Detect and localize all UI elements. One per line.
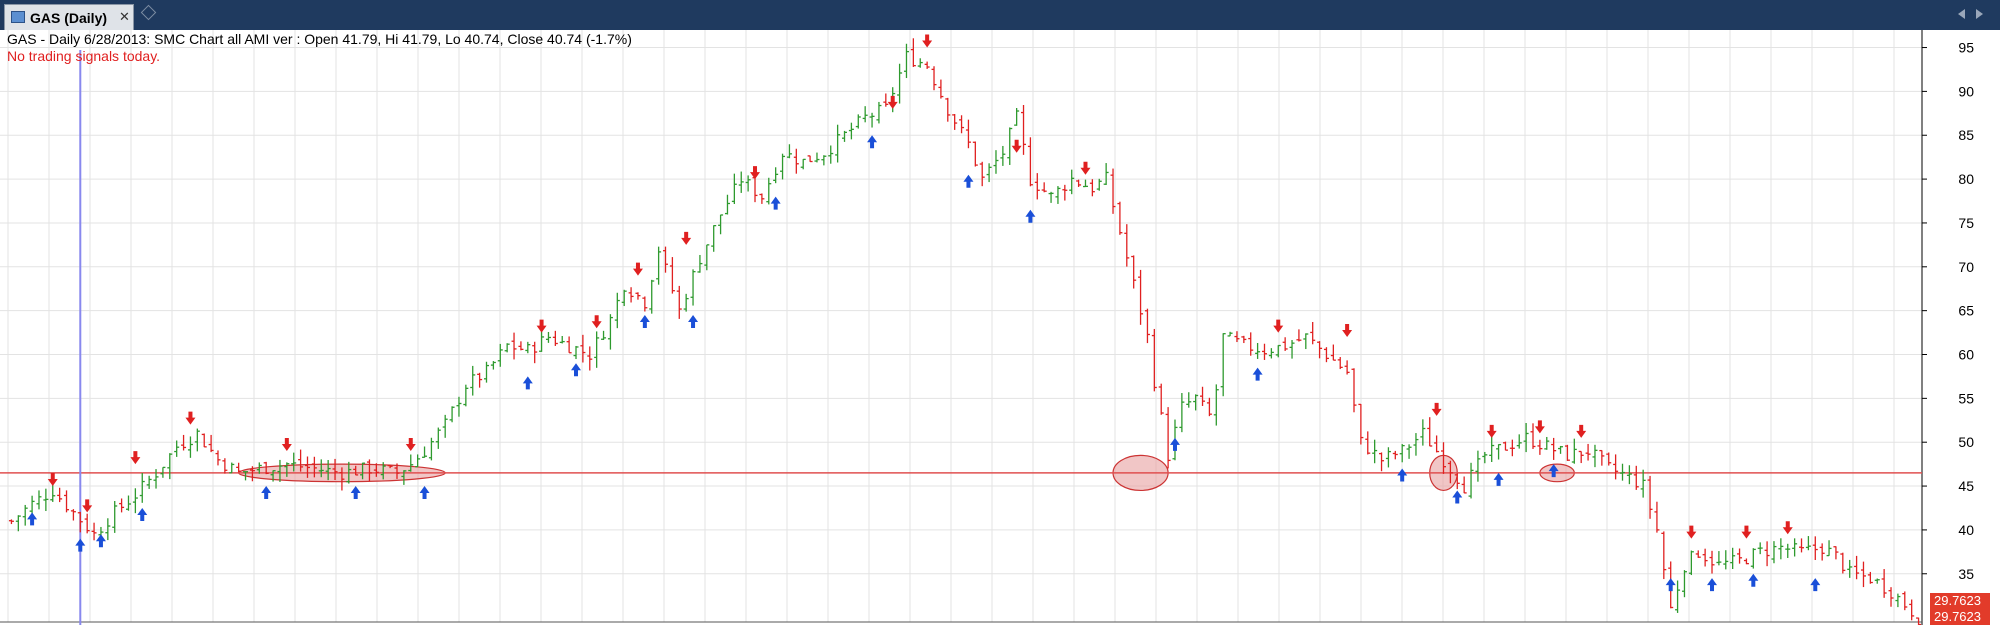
sell-signal-arrow	[1342, 323, 1353, 337]
buy-signal-arrow	[1748, 573, 1759, 587]
trading-signal-status: No trading signals today.	[7, 48, 161, 64]
buy-signal-arrow	[571, 363, 582, 377]
buy-signal-arrow	[1810, 578, 1821, 592]
y-axis-tick-label: 45	[1958, 478, 1974, 494]
buy-signal-arrow	[1548, 464, 1559, 478]
sell-signal-arrow	[1534, 420, 1545, 434]
last-price-tag: 29.7623	[1930, 593, 1990, 609]
sell-signal-arrow	[591, 315, 602, 329]
chart-header-info: GAS - Daily 6/28/2013: SMC Chart all AMI…	[7, 31, 632, 47]
sell-signal-arrow	[405, 437, 416, 451]
sell-signal-arrow	[281, 437, 292, 451]
buy-signal-arrow	[27, 512, 38, 526]
sell-signal-arrow	[750, 166, 761, 180]
buy-signal-arrow	[1169, 437, 1180, 451]
buy-signal-arrow	[350, 486, 361, 500]
y-axis-tick-label: 85	[1958, 127, 1974, 143]
sell-signal-arrow	[1011, 139, 1022, 153]
sell-signal-arrow	[1273, 319, 1284, 333]
price-chart-pane[interactable]: 35 40 45 50 55 60 65 70 75 80 85 90 95 GAS - Daily 6…	[0, 30, 2000, 625]
y-axis-tick-label: 35	[1958, 566, 1974, 582]
tab-bar: GAS (Daily) ✕	[0, 0, 2000, 30]
buy-signal-arrow	[963, 174, 974, 188]
scroll-tabs-left-icon[interactable]	[1958, 9, 1965, 19]
sell-signal-arrow	[47, 473, 58, 487]
y-axis-tick-label: 50	[1958, 434, 1974, 450]
price-chart[interactable]: 35 40 45 50 55 60 65 70 75 80 85 90 95	[0, 30, 2000, 625]
y-axis-tick-label: 75	[1958, 215, 1974, 231]
sell-signal-arrow	[1782, 521, 1793, 535]
buy-signal-arrow	[770, 196, 781, 210]
sell-signal-arrow	[632, 262, 643, 276]
buy-signal-arrow	[867, 135, 878, 149]
buy-signal-arrow	[75, 538, 86, 552]
sell-signal-arrow	[1486, 424, 1497, 438]
sell-signal-arrow	[681, 231, 692, 245]
buy-signal-arrow	[95, 534, 106, 548]
buy-signal-arrow	[1707, 578, 1718, 592]
buy-signal-arrow	[419, 486, 430, 500]
sell-signal-arrow	[130, 451, 141, 465]
sell-signal-arrow	[1741, 525, 1752, 539]
sell-signal-arrow	[1431, 402, 1442, 416]
y-axis-tick-label: 60	[1958, 347, 1974, 363]
last-price-tag-secondary: 29.7623	[1930, 609, 1990, 625]
sell-signal-arrow	[82, 499, 93, 513]
y-axis-tick-label: 40	[1958, 522, 1974, 538]
sell-signal-arrow	[185, 411, 196, 425]
sell-signal-arrow	[922, 34, 933, 48]
sell-signal-arrow	[1080, 161, 1091, 175]
scroll-tabs-right-icon[interactable]	[1976, 9, 1983, 19]
buy-signal-arrow	[1493, 472, 1504, 486]
sell-signal-arrow	[1686, 525, 1697, 539]
y-axis-tick-label: 70	[1958, 259, 1974, 275]
buy-signal-arrow	[688, 315, 699, 329]
y-axis-tick-label: 95	[1958, 40, 1974, 56]
sell-signal-arrow	[887, 95, 898, 109]
close-tab-button[interactable]: ✕	[119, 9, 130, 24]
y-axis-tick-label: 65	[1958, 303, 1974, 319]
buy-signal-arrow	[1025, 209, 1036, 223]
buy-signal-arrow	[639, 315, 650, 329]
buy-signal-arrow	[522, 376, 533, 390]
sell-signal-arrow	[1576, 424, 1587, 438]
tab-label: GAS (Daily)	[30, 10, 108, 26]
buy-signal-arrow	[1252, 367, 1263, 381]
buy-signal-arrow	[1452, 490, 1463, 504]
new-tab-icon[interactable]	[140, 4, 157, 21]
tab-gas-daily[interactable]: GAS (Daily) ✕	[4, 4, 134, 30]
y-axis-tick-label: 90	[1958, 83, 1974, 99]
buy-signal-arrow	[1665, 578, 1676, 592]
chart-icon	[11, 11, 25, 23]
buy-signal-arrow	[1397, 468, 1408, 482]
buy-signal-arrow	[261, 486, 272, 500]
buy-signal-arrow	[137, 507, 148, 521]
sell-signal-arrow	[536, 319, 547, 333]
y-axis-tick-label: 55	[1958, 390, 1974, 406]
y-axis-tick-label: 80	[1958, 171, 1974, 187]
